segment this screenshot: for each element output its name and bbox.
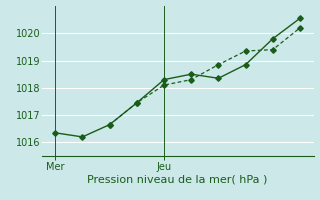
X-axis label: Pression niveau de la mer( hPa ): Pression niveau de la mer( hPa )	[87, 174, 268, 184]
